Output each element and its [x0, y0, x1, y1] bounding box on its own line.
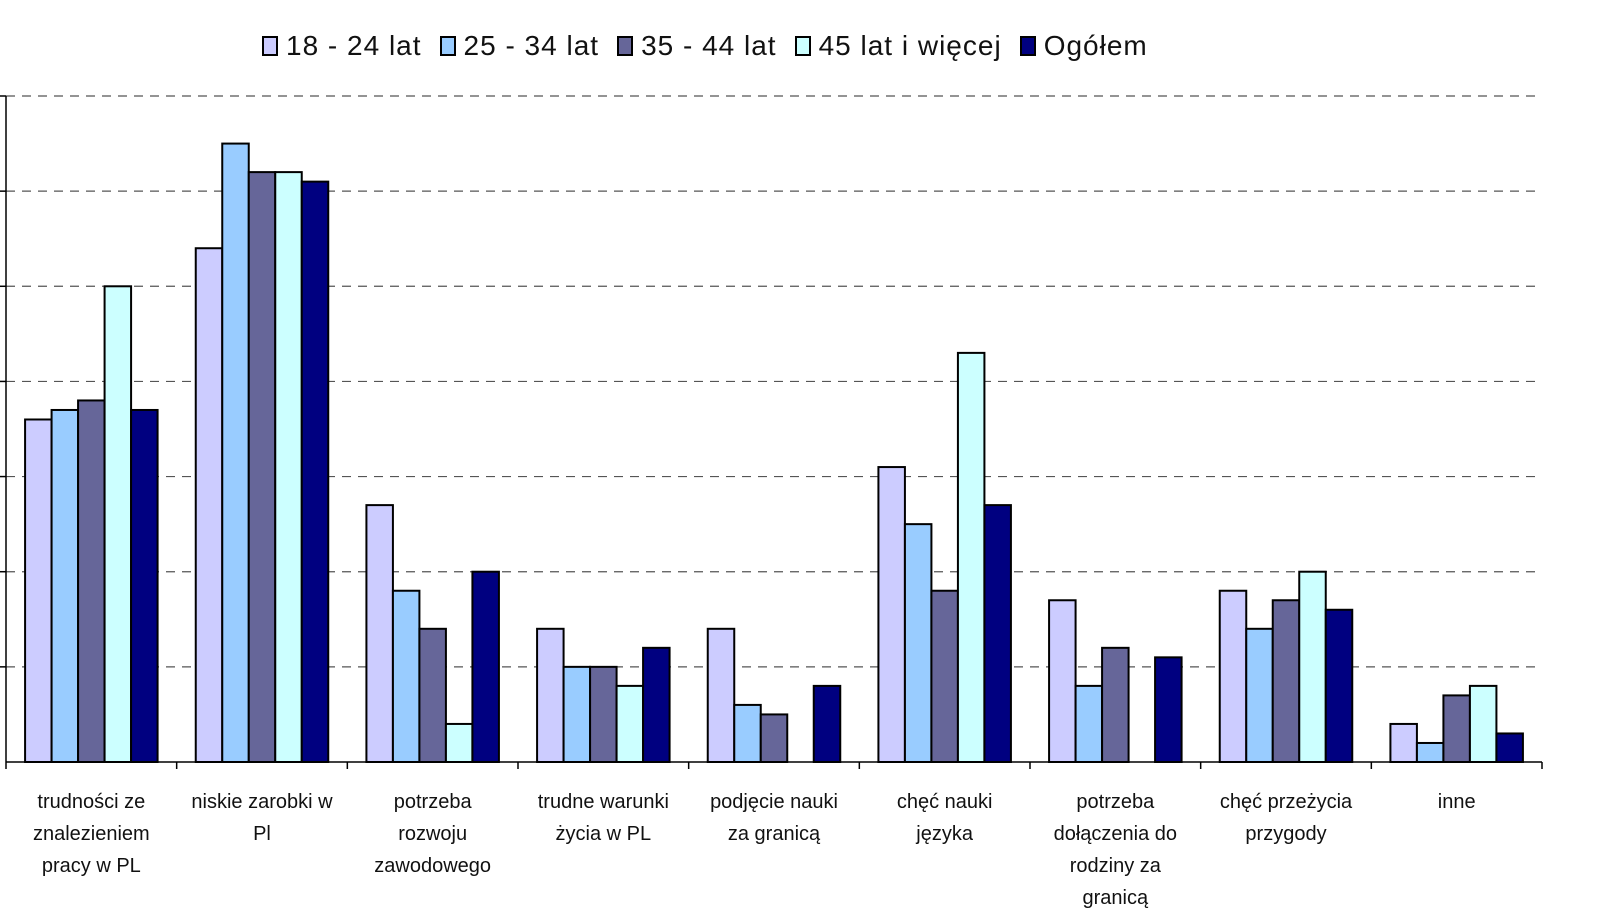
legend-swatch [262, 36, 278, 56]
category-label-line: chęć nauki [896, 791, 993, 813]
bar [1218, 589, 1248, 763]
legend-item-25-34: 25 - 34 lat [439, 30, 600, 62]
bar [77, 399, 106, 763]
bar [877, 466, 906, 763]
bar [1495, 732, 1524, 764]
bar [615, 684, 645, 764]
bar [903, 523, 933, 764]
legend-label: Ogółem [1043, 30, 1148, 61]
bar [759, 713, 789, 764]
category-label-line: trudne warunki [537, 791, 669, 813]
bar [365, 504, 394, 763]
bar [812, 684, 842, 764]
category-label-line: rozwoju [398, 823, 468, 845]
bar [1298, 570, 1327, 764]
category-label-line: pracy w PL [41, 855, 141, 877]
bar [418, 627, 447, 763]
bar [983, 504, 1012, 763]
legend-label: 45 lat i więcej [818, 30, 1002, 61]
legend-label: 25 - 34 lat [463, 30, 600, 61]
bar [706, 627, 736, 763]
legend-swatch [794, 36, 811, 56]
bar [1271, 599, 1301, 763]
category-label: niskie zarobki w Pl [177, 786, 347, 850]
category-label: chęć przeżycia przygody [1201, 786, 1371, 850]
bar [1389, 722, 1418, 764]
bar [1074, 684, 1104, 764]
legend-swatch [617, 36, 634, 56]
bar [1048, 599, 1077, 763]
category-label: potrzeba rozwoju zawodowego [348, 786, 518, 882]
legend-item-total: Ogółem [1019, 30, 1148, 62]
category-label-line: podjęcie nauki [710, 791, 838, 813]
category-label: potrzeba dołączenia do rodziny za granicą [1030, 786, 1200, 914]
bar [930, 589, 959, 763]
bar [1415, 741, 1445, 764]
bar [24, 418, 53, 763]
category-label-line: za granicą [727, 823, 821, 845]
bar [1245, 627, 1274, 763]
category-label-line: potrzeba [393, 791, 472, 813]
bar [50, 408, 80, 763]
category-label-line: przygody [1245, 823, 1327, 845]
category-label-line: dołączenia do [1053, 823, 1178, 845]
bar [642, 646, 671, 763]
category-label-line: granicą [1082, 887, 1149, 909]
bar [589, 665, 618, 763]
legend-item-18-24: 18 - 24 lat [262, 30, 422, 62]
category-label-line: niskie zarobki w [191, 791, 333, 813]
category-label: chęć nauki języka [860, 786, 1030, 850]
category-label: podjęcie nauki za granicą [689, 786, 859, 850]
category-label-line: chęć przeżycia [1219, 791, 1353, 813]
bar [103, 285, 133, 763]
bar [130, 408, 159, 763]
bar [1442, 694, 1471, 764]
bar [733, 703, 762, 764]
category-label: inne [1372, 786, 1542, 818]
legend-label: 35 - 44 lat [641, 30, 777, 61]
legend-label: 18 - 24 lat [286, 30, 422, 61]
category-label-line: trudności ze [37, 791, 146, 813]
bar [956, 351, 986, 763]
category-label: trudności ze znalezieniem pracy w PL [6, 786, 176, 882]
bar [274, 171, 303, 764]
legend-swatch [439, 36, 456, 56]
bar [194, 247, 224, 763]
legend: 18 - 24 lat 25 - 34 lat 35 - 44 lat 45 l… [262, 30, 1166, 62]
bar [221, 142, 250, 764]
bar [300, 180, 330, 763]
bar [1154, 656, 1183, 763]
legend-swatch [1019, 36, 1036, 56]
category-label: trudne warunki życia w PL [518, 786, 688, 850]
category-label-line: inne [1437, 791, 1476, 813]
bar [562, 665, 592, 763]
bar [444, 722, 474, 764]
category-label-line: życia w PL [555, 823, 652, 845]
category-label-line: zawodowego [374, 855, 492, 877]
bar [536, 627, 565, 763]
bar [1468, 684, 1498, 764]
legend-item-35-44: 35 - 44 lat [617, 30, 777, 62]
bar [247, 171, 277, 764]
category-label-line: Pl [253, 823, 271, 845]
category-label-line: rodziny za [1069, 855, 1161, 877]
bar [1324, 608, 1354, 763]
legend-item-45-plus: 45 lat i więcej [794, 30, 1002, 62]
category-label-line: potrzeba [1076, 791, 1155, 813]
category-label-line: znalezieniem [32, 823, 150, 845]
bar [471, 570, 500, 764]
bar [1101, 646, 1130, 763]
bar [391, 589, 421, 763]
category-label-line: języka [916, 823, 973, 845]
